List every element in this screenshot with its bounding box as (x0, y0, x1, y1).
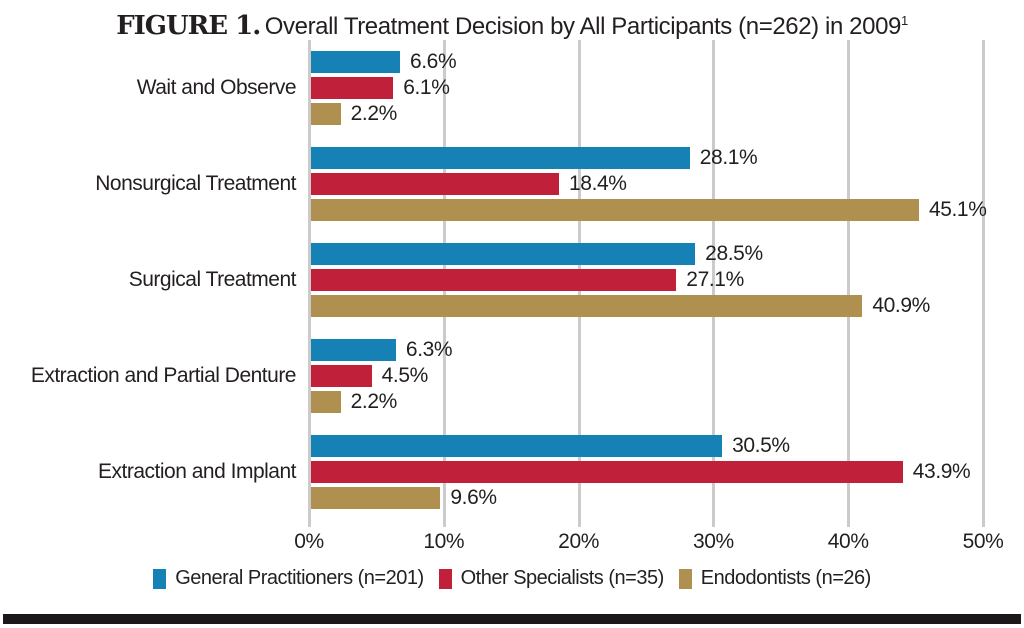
bar-other-specialists-n-35 (311, 269, 677, 291)
legend-item-general-practitioners-n-201: General Practitioners (n=201) (153, 567, 424, 590)
bar-general-practitioners-n-201 (311, 147, 690, 169)
x-tick-label: 40% (827, 530, 869, 553)
bar-value-label: 28.5% (705, 242, 763, 265)
bar-endodontists-n-26 (311, 199, 919, 221)
legend-swatch-icon (438, 568, 452, 589)
category-label: Extraction and Implant (98, 460, 296, 483)
bar-value-label: 4.5% (381, 364, 429, 387)
figure-heading-text: Overall Treatment Decision by All Partic… (265, 13, 908, 40)
legend-swatch-icon (153, 568, 167, 589)
x-tick-label: 20% (558, 530, 600, 553)
figure-number-label: FIGURE 1. (116, 11, 261, 41)
gridline (712, 40, 716, 527)
bar-endodontists-n-26 (311, 103, 341, 125)
bar-value-label: 27.1% (686, 268, 744, 291)
gridline (847, 40, 851, 527)
bar-value-label: 45.1% (928, 198, 987, 221)
bar-other-specialists-n-35 (311, 461, 903, 483)
figure-title: FIGURE 1. Overall Treatment Decision by … (0, 5, 1024, 46)
legend-label: General Practitioners (n=201) (175, 567, 424, 589)
bar-value-label: 18.4% (569, 172, 627, 195)
bar-other-specialists-n-35 (311, 173, 560, 195)
bar-value-label: 40.9% (872, 294, 930, 317)
bar-value-label: 28.1% (699, 146, 758, 169)
bar-general-practitioners-n-201 (311, 435, 723, 457)
gridline (982, 40, 985, 527)
x-tick-label: 30% (692, 530, 734, 553)
bar-value-label: 2.2% (350, 390, 398, 413)
bar-endodontists-n-26 (311, 391, 341, 413)
legend-label: Other Specialists (n=35) (460, 567, 665, 589)
bar-value-label: 43.9% (912, 460, 971, 483)
bar-general-practitioners-n-201 (311, 339, 396, 361)
bar-general-practitioners-n-201 (311, 243, 696, 265)
bar-value-label: 6.1% (403, 76, 450, 99)
bar-other-specialists-n-35 (311, 365, 372, 387)
bar-endodontists-n-26 (311, 487, 441, 509)
bar-endodontists-n-26 (311, 295, 863, 317)
bottom-divider-rule (3, 614, 1021, 624)
category-label: Wait and Observe (136, 76, 297, 99)
bar-value-label: 6.3% (405, 338, 453, 361)
figure-heading-main: Overall Treatment Decision by All Partic… (264, 13, 902, 40)
chart-legend: General Practitioners (n=201) Other Speci… (0, 567, 1024, 590)
bar-other-specialists-n-35 (311, 77, 394, 99)
gridline (308, 40, 311, 527)
x-tick-label: 50% (962, 530, 1004, 553)
bar-general-practitioners-n-201 (311, 51, 400, 73)
bar-value-label: 9.6% (450, 486, 497, 509)
legend-label: Endodontists (n=26) (700, 567, 872, 589)
x-tick-label: 0% (294, 530, 324, 553)
legend-item-endodontists-n-26: Endodontists (n=26) (678, 567, 872, 590)
category-label: Nonsurgical Treatment (95, 172, 296, 195)
category-label: Extraction and Partial Denture (30, 364, 297, 387)
legend-item-other-specialists-n-35: Other Specialists (n=35) (438, 567, 665, 590)
bar-value-label: 2.2% (350, 102, 398, 125)
x-tick-label: 10% (423, 530, 465, 553)
bar-value-label: 6.6% (409, 50, 457, 73)
legend-swatch-icon (678, 568, 692, 589)
category-label: Surgical Treatment (128, 268, 297, 291)
bar-value-label: 30.5% (732, 434, 790, 457)
figure-footnote-marker: 1 (900, 13, 908, 28)
